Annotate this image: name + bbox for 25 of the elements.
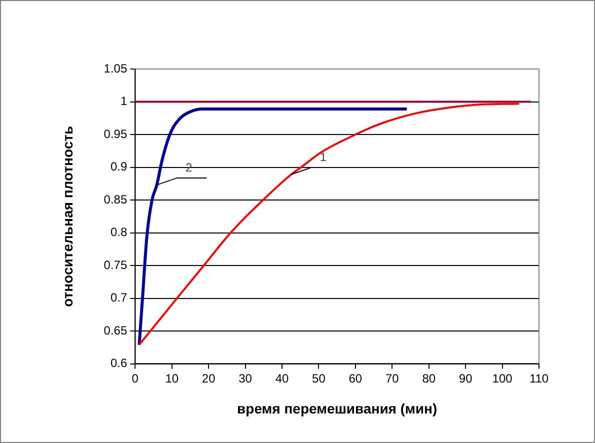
y-tick-label: 0.7 [110,290,128,305]
y-tick-label: 0.85 [104,192,128,206]
x-tick-label: 10 [165,371,179,386]
x-axis-title: время перемешивания (мин) [237,400,438,416]
y-tick-label: 1 [120,94,128,108]
x-tick-label: 30 [238,371,252,386]
y-tick-label: 0.9 [110,160,128,174]
y-tick-label: 0.8 [110,225,128,240]
x-tick-label: 20 [202,371,216,386]
x-tick-label: 90 [458,371,473,386]
x-tick-label: 70 [385,371,400,386]
x-tick-label: 110 [529,371,549,386]
x-tick-label: 40 [275,371,289,386]
y-tick-label: 0.95 [104,126,128,141]
x-tick-label: 50 [312,371,326,386]
y-tick-label: 0.65 [104,323,128,338]
x-tick-label: 0 [132,371,139,386]
x-tick-label: 80 [422,371,436,386]
x-tick-label: 60 [348,371,362,386]
y-axis-title: относительная плотность [59,126,76,307]
y-tick-label: 0.75 [104,258,128,272]
y-tick-label: 0.6 [110,356,128,370]
x-tick-label: 100 [492,371,513,386]
annotation: 1 [320,150,327,164]
y-tick-label: 1.05 [104,61,128,76]
